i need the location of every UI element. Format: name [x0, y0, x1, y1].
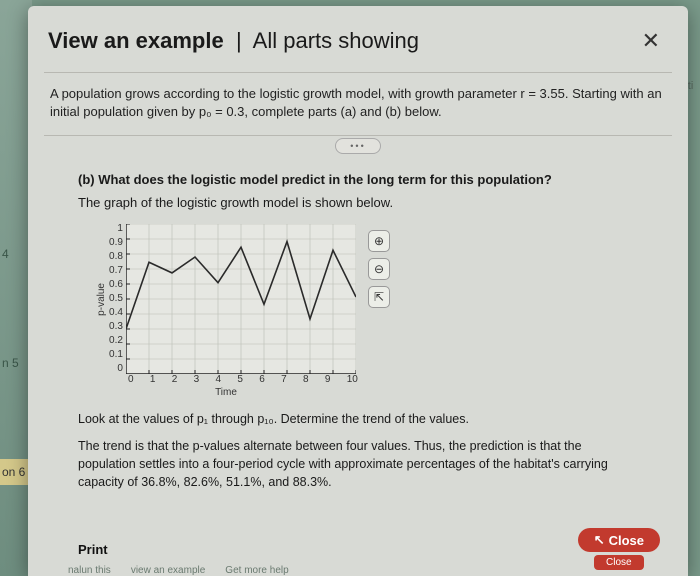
trend-answer: The trend is that the p-values alternate… [48, 433, 668, 495]
cutoff-text: Get more help [225, 565, 288, 576]
part-b-question: (b) What does the logistic model predict… [78, 172, 638, 187]
trend-prompt: Look at the values of p₁ through p₁₀. De… [48, 406, 668, 432]
problem-statement: A population grows according to the logi… [48, 73, 668, 135]
part-b-lead: The graph of the logistic growth model i… [78, 195, 638, 210]
chart-xlabel: Time [215, 387, 237, 398]
divider [44, 135, 672, 136]
close-icon[interactable]: ✕ [634, 24, 668, 58]
chart-plot [126, 224, 356, 374]
modal-title: View an example | All parts showing [48, 28, 419, 54]
example-modal: View an example | All parts showing ✕ A … [28, 6, 688, 576]
cutoff-text: nalun this [68, 565, 111, 576]
zoom-out-icon[interactable]: ⊖ [368, 258, 390, 280]
close-button[interactable]: ↖ Close [578, 528, 660, 552]
chart-ylabel: p-value [96, 283, 107, 316]
expand-parts-button[interactable]: ••• [335, 138, 381, 154]
popout-icon[interactable]: ⇱ [368, 286, 390, 308]
chart-xticks: 012345678910 [128, 374, 358, 385]
print-button[interactable]: Print [78, 542, 108, 557]
logistic-chart: p-value 10.90.80.70.60.50.40.30.20.10 01… [94, 224, 358, 398]
zoom-in-icon[interactable]: ⊕ [368, 230, 390, 252]
chart-yticks: 10.90.80.70.60.50.40.30.20.10 [109, 224, 126, 374]
cutoff-text: view an example [131, 565, 205, 576]
cursor-icon: ↖ [594, 532, 605, 548]
